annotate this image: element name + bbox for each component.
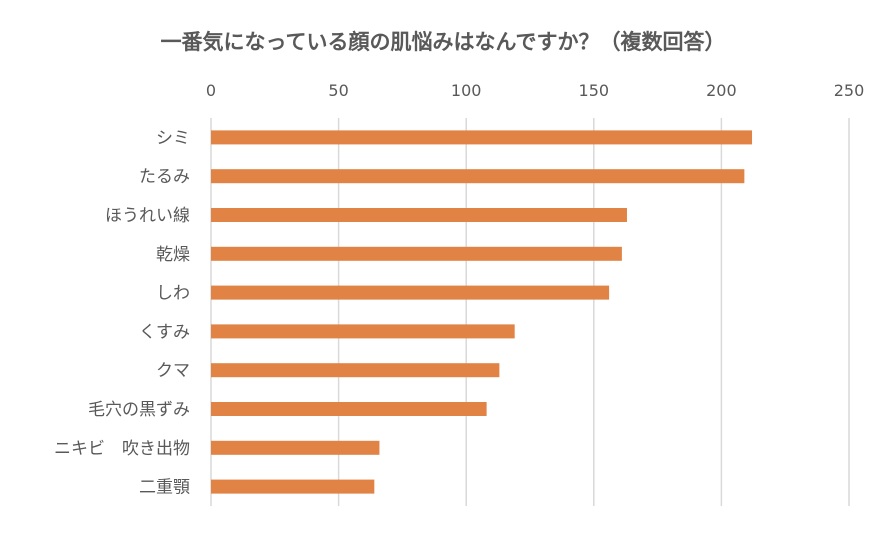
x-tick-label: 200 [706,81,737,100]
x-tick-label: 100 [451,81,482,100]
bar [211,479,375,494]
category-label: 毛穴の黒ずみ [88,400,190,420]
bar [211,169,745,184]
bar [211,130,753,145]
category-label: 乾燥 [156,245,190,265]
chart-title: 一番気になっている顔の肌悩みはなんですか？（複数回答） [161,30,726,54]
category-label: 二重顎 [139,478,190,498]
x-tick-label: 250 [834,81,865,100]
bar [211,285,610,300]
category-label: クマ [156,361,190,381]
x-tick-label: 50 [328,81,348,100]
bar [211,402,487,416]
category-label: シミ [156,128,190,148]
bar [211,363,500,378]
category-label: ニキビ 吹き出物 [54,439,190,459]
bar [211,208,627,222]
category-label: しわ [156,284,190,304]
x-tick-label: 0 [206,81,216,100]
bar [211,440,380,455]
bar [211,246,622,261]
category-label: くすみ [139,322,190,342]
category-label: たるみ [139,167,190,187]
x-tick-label: 150 [579,81,610,100]
bar [211,324,515,339]
category-label: ほうれい線 [105,206,190,226]
